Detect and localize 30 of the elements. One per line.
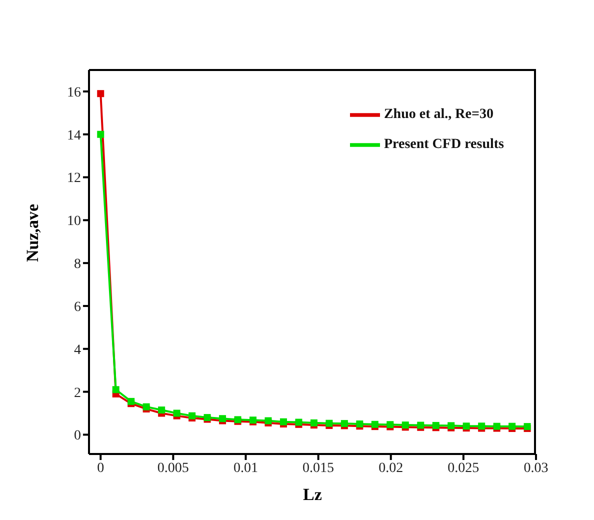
y-tick-label: 4 (74, 342, 81, 358)
y-tick-label: 0 (74, 428, 81, 444)
point (173, 410, 180, 417)
x-tick-label: 0.02 (378, 460, 404, 476)
legend-label: Present CFD results (384, 137, 504, 152)
x-tick-label: 0.005 (157, 460, 189, 476)
point (158, 406, 166, 414)
x-tick-label: 0.03 (524, 460, 548, 476)
y-tick-label: 12 (67, 171, 81, 186)
point (112, 386, 120, 394)
x-axis-title: Lz (303, 485, 322, 504)
point (97, 130, 104, 138)
point (356, 420, 364, 428)
x-tick-label: 0.025 (448, 460, 480, 476)
y-tick-label: 16 (67, 85, 81, 100)
y-tick-label: 6 (74, 300, 81, 315)
y-tick-label: 14 (67, 128, 81, 144)
legend-label: Zhuo et al., Re=30 (384, 107, 494, 122)
y-tick-label: 2 (74, 386, 81, 401)
x-tick-label: 0 (97, 460, 104, 476)
x-tick-label: 0.01 (233, 460, 258, 476)
point (97, 90, 104, 98)
y-tick-label: 10 (67, 214, 81, 230)
point (310, 419, 318, 426)
point (432, 422, 440, 429)
y-axis-title: Nuz,ave (23, 203, 42, 262)
x-tick-label: 0.015 (302, 460, 334, 476)
point (128, 398, 135, 405)
point (371, 420, 378, 428)
y-tick-label: 8 (74, 257, 81, 272)
